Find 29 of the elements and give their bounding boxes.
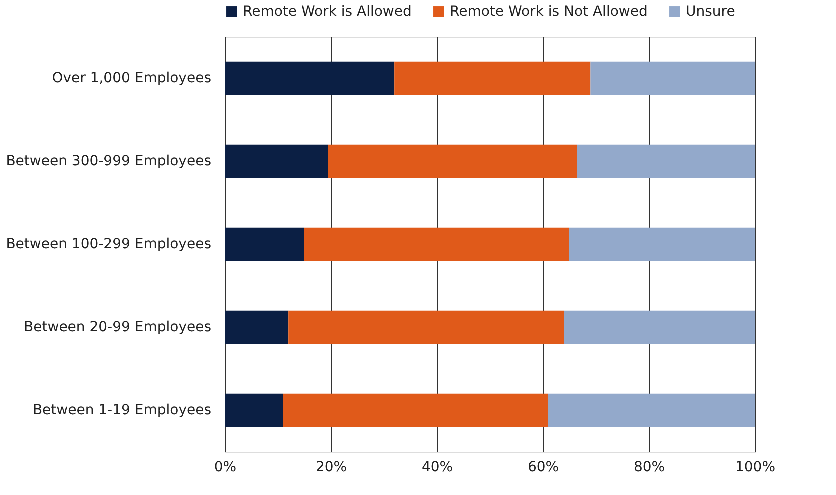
y-tick-label: Over 1,000 Employees <box>52 70 212 86</box>
bar <box>570 228 755 262</box>
bar <box>304 228 570 262</box>
y-tick-label: Between 100-299 Employees <box>6 236 212 252</box>
bar <box>283 394 548 428</box>
x-tick-label: 40% <box>422 460 454 476</box>
y-tick-label: Between 20-99 Employees <box>24 320 212 336</box>
bar <box>288 310 564 344</box>
bar <box>225 228 304 262</box>
bar <box>564 310 755 344</box>
bar <box>590 62 755 96</box>
x-tick-label: 20% <box>316 460 348 476</box>
x-tick-label: 60% <box>528 460 560 476</box>
bar <box>548 394 755 428</box>
bar <box>225 310 289 344</box>
x-tick-label: 0% <box>214 460 237 476</box>
bar <box>225 62 395 96</box>
legend-label: Remote Work is Allowed <box>243 4 412 20</box>
legend-label: Unsure <box>686 4 736 20</box>
bar <box>577 144 755 178</box>
y-tick-label: Between 1-19 Employees <box>32 402 212 418</box>
bar <box>225 144 328 178</box>
bar <box>225 394 284 428</box>
x-tick-label: 100% <box>735 460 776 476</box>
y-tick-label: Between 300-999 Employees <box>6 154 212 170</box>
bar <box>394 62 591 96</box>
x-tick-label: 80% <box>634 460 666 476</box>
bar <box>328 144 578 178</box>
legend-label: Remote Work is Not Allowed <box>450 4 648 20</box>
